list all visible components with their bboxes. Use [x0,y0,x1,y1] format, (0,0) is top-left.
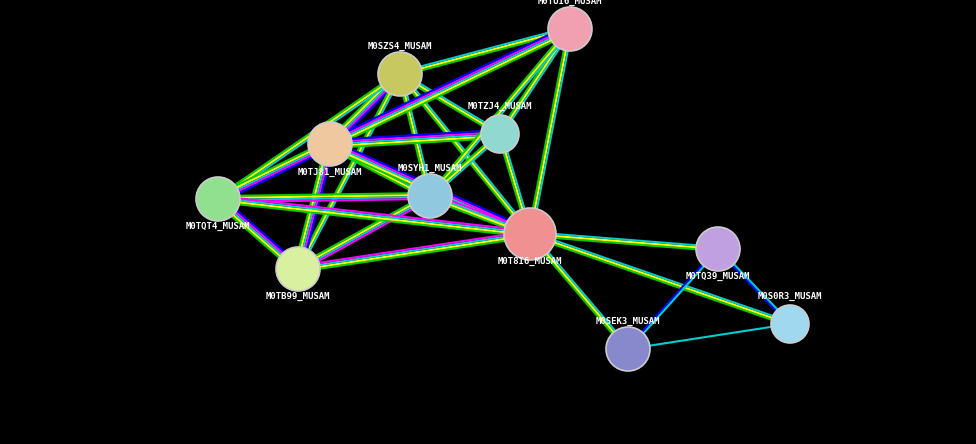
Text: M0TZJ4_MUSAM: M0TZJ4_MUSAM [468,102,532,111]
Circle shape [308,122,352,166]
Circle shape [504,208,556,260]
Circle shape [378,52,422,96]
Circle shape [481,115,519,153]
Text: M0S0R3_MUSAM: M0S0R3_MUSAM [757,292,822,301]
Circle shape [548,7,592,51]
Text: M0SEK3_MUSAM: M0SEK3_MUSAM [595,317,660,326]
Circle shape [771,305,809,343]
Text: M0SZS4_MUSAM: M0SZS4_MUSAM [368,42,432,51]
Circle shape [606,327,650,371]
Text: M0TB99_MUSAM: M0TB99_MUSAM [265,292,330,301]
Text: M0SYH1_MUSAM: M0SYH1_MUSAM [398,164,463,173]
Text: M0TQ39_MUSAM: M0TQ39_MUSAM [686,272,751,281]
Text: M0TUI6_MUSAM: M0TUI6_MUSAM [538,0,602,6]
Circle shape [408,174,452,218]
Text: M0T8I6_MUSAM: M0T8I6_MUSAM [498,257,562,266]
Text: M0TJ81_MUSAM: M0TJ81_MUSAM [298,168,362,177]
Circle shape [696,227,740,271]
Text: M0TQT4_MUSAM: M0TQT4_MUSAM [185,222,250,231]
Circle shape [196,177,240,221]
Circle shape [276,247,320,291]
